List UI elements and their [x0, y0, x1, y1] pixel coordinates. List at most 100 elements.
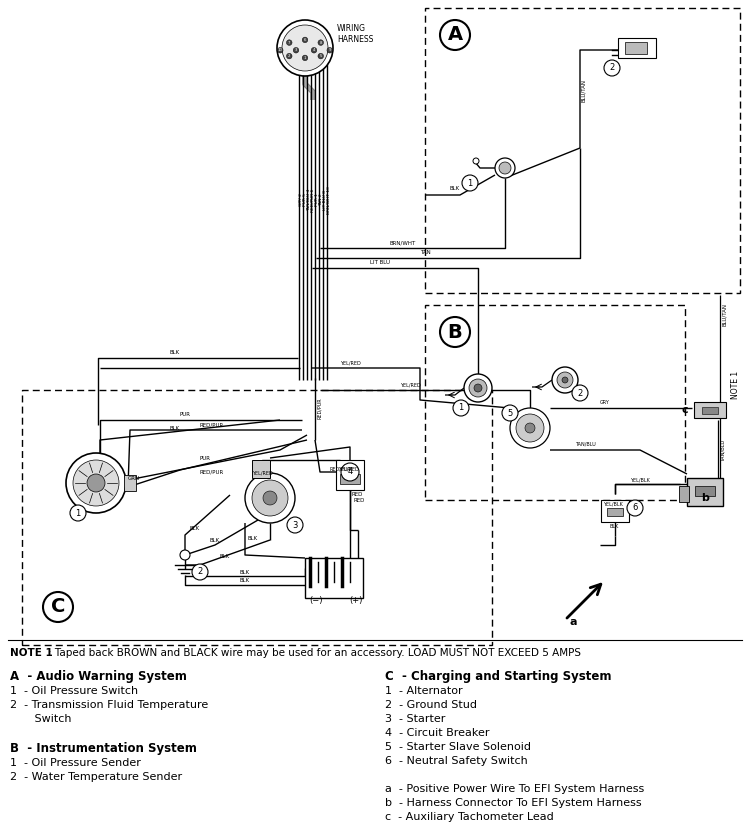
- Text: 6  - Neutral Safety Switch: 6 - Neutral Safety Switch: [385, 756, 528, 766]
- Text: (+): (+): [349, 596, 362, 605]
- Text: 6: 6: [304, 38, 306, 42]
- Text: BLK: BLK: [170, 351, 180, 356]
- Bar: [695, 486, 715, 496]
- Circle shape: [286, 39, 292, 45]
- Bar: [625, 42, 647, 54]
- Text: 4: 4: [313, 49, 315, 52]
- Circle shape: [552, 367, 578, 393]
- Bar: [22, 390, 492, 645]
- Circle shape: [464, 374, 492, 402]
- Text: YEL/RED: YEL/RED: [340, 361, 361, 366]
- Bar: [607, 508, 623, 516]
- Text: PUR: PUR: [180, 413, 191, 418]
- Text: C  - Charging and Starting System: C - Charging and Starting System: [385, 670, 611, 683]
- Text: BLK: BLK: [450, 185, 460, 190]
- Text: 2: 2: [288, 54, 290, 58]
- Text: 2: 2: [578, 388, 583, 398]
- Circle shape: [252, 480, 288, 516]
- Text: YEL/BLK: YEL/BLK: [630, 477, 650, 482]
- Text: BRN/WHT 10: BRN/WHT 10: [328, 186, 332, 214]
- Bar: [425, 305, 685, 500]
- Text: TAN/BLU: TAN/BLU: [720, 439, 725, 461]
- Text: A  - Audio Warning System: A - Audio Warning System: [10, 670, 187, 683]
- Text: YEL/RED: YEL/RED: [400, 383, 421, 388]
- Circle shape: [502, 405, 518, 421]
- Circle shape: [469, 379, 487, 397]
- Text: YEL/RED: YEL/RED: [338, 466, 358, 472]
- Text: 5: 5: [320, 54, 322, 58]
- Text: 2  - Ground Stud: 2 - Ground Stud: [385, 700, 477, 710]
- Text: TAN: TAN: [420, 251, 430, 256]
- Bar: [124, 475, 136, 491]
- Circle shape: [462, 175, 478, 191]
- Text: 7: 7: [288, 40, 290, 44]
- Circle shape: [73, 460, 119, 506]
- Text: GRN: GRN: [128, 476, 140, 481]
- Text: BLK: BLK: [170, 425, 180, 430]
- Text: 5: 5: [507, 409, 513, 418]
- Circle shape: [440, 317, 470, 347]
- Circle shape: [66, 453, 126, 513]
- Bar: [702, 407, 718, 414]
- Circle shape: [286, 54, 292, 59]
- Circle shape: [499, 162, 511, 174]
- Circle shape: [43, 592, 73, 622]
- Text: BLK: BLK: [610, 524, 620, 529]
- Text: b: b: [701, 493, 709, 503]
- Circle shape: [495, 158, 515, 178]
- Bar: [425, 8, 740, 293]
- Text: YEL/BLK: YEL/BLK: [603, 502, 622, 507]
- Bar: [679, 486, 689, 502]
- Text: BLK: BLK: [220, 554, 230, 559]
- Circle shape: [278, 48, 283, 53]
- Text: 4: 4: [347, 467, 352, 477]
- Text: PUR: PUR: [200, 456, 211, 461]
- Text: BLK: BLK: [210, 538, 220, 543]
- Text: RED: RED: [353, 498, 364, 503]
- Text: BLK: BLK: [190, 525, 200, 530]
- Circle shape: [327, 48, 332, 53]
- Text: 3: 3: [292, 520, 298, 529]
- Circle shape: [245, 473, 295, 523]
- Bar: [694, 402, 726, 418]
- Text: 9: 9: [328, 49, 331, 52]
- Circle shape: [627, 500, 643, 516]
- Text: b  - Harness Connector To EFI System Harness: b - Harness Connector To EFI System Harn…: [385, 798, 641, 808]
- Text: WIRING
HARNESS: WIRING HARNESS: [337, 24, 374, 44]
- Bar: [336, 460, 364, 490]
- Text: RED/PUR: RED/PUR: [200, 470, 224, 475]
- Text: NOTE 1: NOTE 1: [10, 648, 53, 658]
- Circle shape: [311, 48, 316, 53]
- Text: 2  - Transmission Fluid Temperature: 2 - Transmission Fluid Temperature: [10, 700, 208, 710]
- Bar: [252, 460, 270, 478]
- Circle shape: [318, 39, 323, 45]
- Circle shape: [192, 564, 208, 580]
- Text: 2: 2: [197, 567, 202, 576]
- Circle shape: [263, 491, 277, 505]
- Text: a: a: [570, 617, 578, 627]
- Circle shape: [287, 517, 303, 533]
- Text: : Taped back BROWN and BLACK wire may be used for an accessory. LOAD MUST NOT EX: : Taped back BROWN and BLACK wire may be…: [48, 648, 581, 658]
- Circle shape: [302, 37, 307, 43]
- Circle shape: [525, 423, 535, 433]
- Text: 3  - Starter: 3 - Starter: [385, 714, 446, 724]
- Text: Switch: Switch: [10, 714, 71, 724]
- Text: RED: RED: [352, 492, 363, 497]
- Circle shape: [440, 20, 470, 50]
- Text: 1: 1: [304, 56, 306, 60]
- Circle shape: [572, 385, 588, 401]
- Bar: [340, 474, 360, 484]
- Text: a  - Positive Power Wire To EFI System Harness: a - Positive Power Wire To EFI System Ha…: [385, 784, 644, 794]
- Text: TAN/BLU: TAN/BLU: [575, 441, 596, 446]
- Text: 2: 2: [609, 64, 615, 72]
- Circle shape: [562, 377, 568, 383]
- Circle shape: [604, 60, 620, 76]
- Circle shape: [473, 158, 479, 164]
- Text: NOTE 1: NOTE 1: [731, 371, 740, 399]
- Text: A: A: [448, 25, 463, 44]
- Text: BLK: BLK: [240, 579, 250, 583]
- Text: PUR 1: PUR 1: [316, 194, 320, 206]
- Text: LIT BLU 8: LIT BLU 8: [323, 190, 328, 210]
- Text: B: B: [448, 322, 462, 341]
- Text: TAN/BLU 4: TAN/BLU 4: [308, 189, 311, 211]
